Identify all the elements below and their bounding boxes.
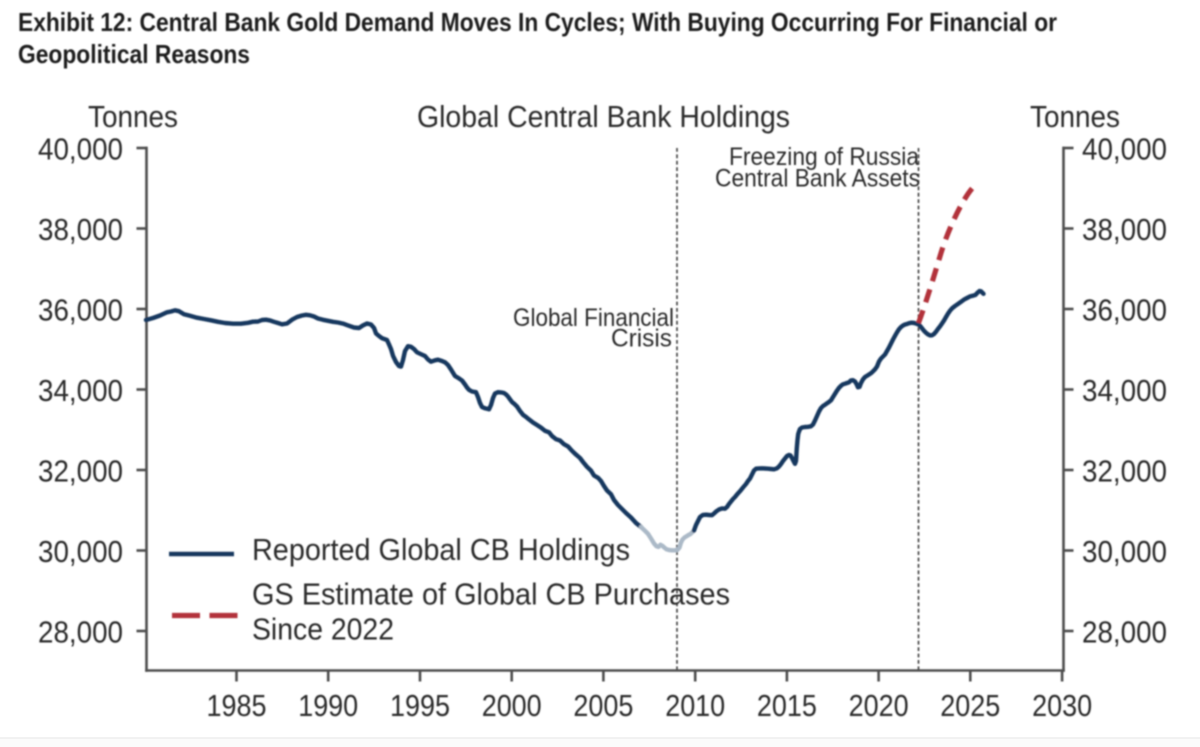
svg-text:30,000: 30,000: [1082, 534, 1167, 569]
svg-text:Tonnes: Tonnes: [88, 99, 178, 134]
svg-text:GS Estimate of Global CB Purch: GS Estimate of Global CB Purchases: [252, 577, 730, 612]
svg-text:36,000: 36,000: [1082, 292, 1167, 327]
svg-text:Central Bank Assets: Central Bank Assets: [715, 165, 920, 193]
svg-text:Geopolitical Reasons: Geopolitical Reasons: [18, 39, 250, 69]
svg-text:34,000: 34,000: [1082, 373, 1167, 408]
svg-text:40,000: 40,000: [38, 131, 123, 166]
svg-text:36,000: 36,000: [38, 292, 123, 327]
svg-text:Freezing of Russia: Freezing of Russia: [729, 143, 919, 171]
svg-text:28,000: 28,000: [38, 614, 123, 649]
svg-text:2015: 2015: [757, 688, 817, 723]
svg-text:Global Central Bank Holdings: Global Central Bank Holdings: [417, 99, 790, 134]
svg-text:Exhibit 12: Central Bank Gold: Exhibit 12: Central Bank Gold Demand Mov…: [18, 7, 1057, 37]
svg-text:Reported Global CB Holdings: Reported Global CB Holdings: [252, 532, 630, 567]
svg-text:1990: 1990: [298, 688, 358, 723]
svg-text:1995: 1995: [390, 688, 450, 723]
svg-text:2020: 2020: [849, 688, 909, 723]
svg-text:2000: 2000: [482, 688, 542, 723]
svg-text:Tonnes: Tonnes: [1030, 99, 1120, 134]
svg-text:38,000: 38,000: [38, 212, 123, 247]
svg-text:2005: 2005: [573, 688, 633, 723]
svg-text:32,000: 32,000: [38, 453, 123, 488]
svg-text:1985: 1985: [207, 688, 267, 723]
svg-text:38,000: 38,000: [1082, 212, 1167, 247]
svg-text:2030: 2030: [1032, 688, 1092, 723]
svg-text:Global Financial: Global Financial: [513, 304, 674, 332]
svg-text:34,000: 34,000: [38, 373, 123, 408]
svg-text:Crisis: Crisis: [611, 325, 672, 353]
svg-text:2025: 2025: [940, 688, 1000, 723]
svg-text:2010: 2010: [665, 688, 725, 723]
svg-text:40,000: 40,000: [1082, 131, 1167, 166]
svg-text:28,000: 28,000: [1082, 614, 1167, 649]
svg-text:30,000: 30,000: [38, 534, 123, 569]
svg-text:Since 2022: Since 2022: [252, 612, 394, 647]
svg-text:32,000: 32,000: [1082, 453, 1167, 488]
